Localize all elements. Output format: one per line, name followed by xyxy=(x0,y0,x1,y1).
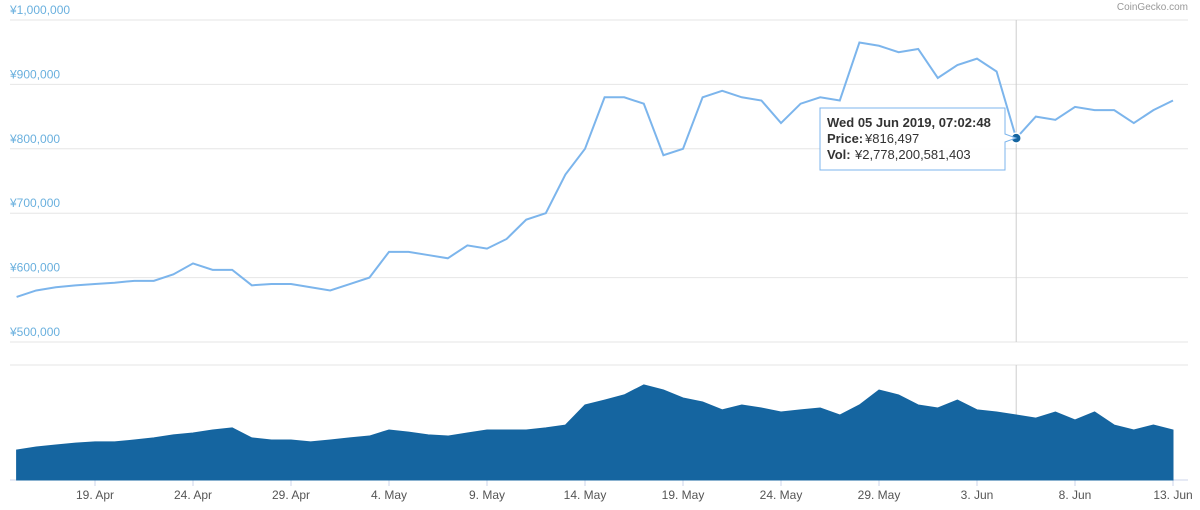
tooltip-title: Wed 05 Jun 2019, 07:02:48 xyxy=(827,115,991,130)
x-tick-label: 3. Jun xyxy=(961,488,994,502)
credit: CoinGecko.com xyxy=(1117,2,1188,13)
x-tick-label: 19. May xyxy=(662,488,705,502)
x-tick-label: 19. Apr xyxy=(76,488,114,502)
x-tick-label: 29. May xyxy=(858,488,901,502)
plot-area: ¥500,000 ¥600,000 ¥700,000 ¥800,000 ¥900,000… xyxy=(9,3,1193,502)
x-tick-label: 14. May xyxy=(564,488,607,502)
price-line xyxy=(16,41,1174,298)
y-tick-label: ¥800,000 xyxy=(9,132,60,146)
x-tick-label: 8. Jun xyxy=(1059,488,1092,502)
y-tick-label: ¥1,000,000 xyxy=(9,3,70,17)
x-tick-label: 29. Apr xyxy=(272,488,310,502)
y-tick-label: ¥700,000 xyxy=(9,196,60,210)
tooltip-box xyxy=(819,107,1018,171)
y-tick-label: ¥600,000 xyxy=(9,261,60,275)
tooltip-vol-label: Vol: xyxy=(827,147,851,162)
x-tick-label: 13. Jun xyxy=(1153,488,1192,502)
x-tick-label: 9. May xyxy=(469,488,505,502)
tooltip-price-value: ¥816,497 xyxy=(864,131,919,146)
y-tick-label: ¥500,000 xyxy=(9,325,60,339)
tooltip: Wed 05 Jun 2019, 07:02:48 Price: ¥816,49… xyxy=(819,107,1018,171)
volume-area xyxy=(16,384,1174,481)
x-tick-label: 24. Apr xyxy=(174,488,212,502)
x-tick-label: 4. May xyxy=(371,488,407,502)
x-tick-label: 24. May xyxy=(760,488,803,502)
y-tick-label: ¥900,000 xyxy=(9,67,60,81)
tooltip-price-label: Price: xyxy=(827,131,863,146)
tooltip-vol-value: ¥2,778,200,581,403 xyxy=(854,147,971,162)
